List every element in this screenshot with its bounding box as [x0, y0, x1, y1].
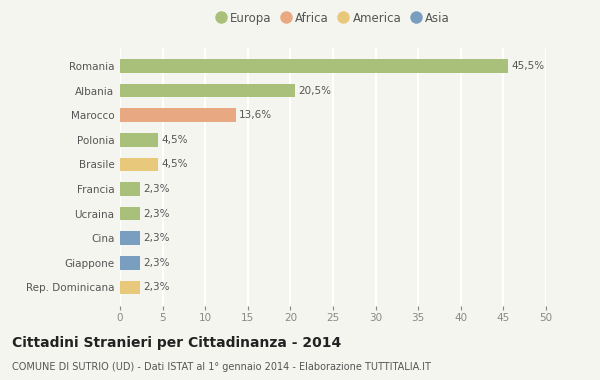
Text: 4,5%: 4,5%: [162, 159, 188, 169]
Legend: Europa, Africa, America, Asia: Europa, Africa, America, Asia: [211, 7, 455, 29]
Text: 2,3%: 2,3%: [143, 258, 170, 268]
Text: 45,5%: 45,5%: [511, 61, 544, 71]
Text: 20,5%: 20,5%: [298, 86, 331, 96]
Text: 4,5%: 4,5%: [162, 135, 188, 145]
Bar: [120, 133, 158, 147]
Bar: [120, 108, 236, 122]
Text: 2,3%: 2,3%: [143, 282, 170, 292]
Bar: [120, 59, 508, 73]
Text: 2,3%: 2,3%: [143, 184, 170, 194]
Bar: [120, 158, 158, 171]
Bar: [120, 84, 295, 97]
Text: Cittadini Stranieri per Cittadinanza - 2014: Cittadini Stranieri per Cittadinanza - 2…: [12, 336, 341, 350]
Bar: [120, 182, 140, 196]
Text: 13,6%: 13,6%: [239, 110, 272, 120]
Text: 2,3%: 2,3%: [143, 209, 170, 218]
Text: 2,3%: 2,3%: [143, 233, 170, 243]
Bar: [120, 280, 140, 294]
Bar: [120, 207, 140, 220]
Bar: [120, 231, 140, 245]
Text: COMUNE DI SUTRIO (UD) - Dati ISTAT al 1° gennaio 2014 - Elaborazione TUTTITALIA.: COMUNE DI SUTRIO (UD) - Dati ISTAT al 1°…: [12, 362, 431, 372]
Bar: [120, 256, 140, 269]
